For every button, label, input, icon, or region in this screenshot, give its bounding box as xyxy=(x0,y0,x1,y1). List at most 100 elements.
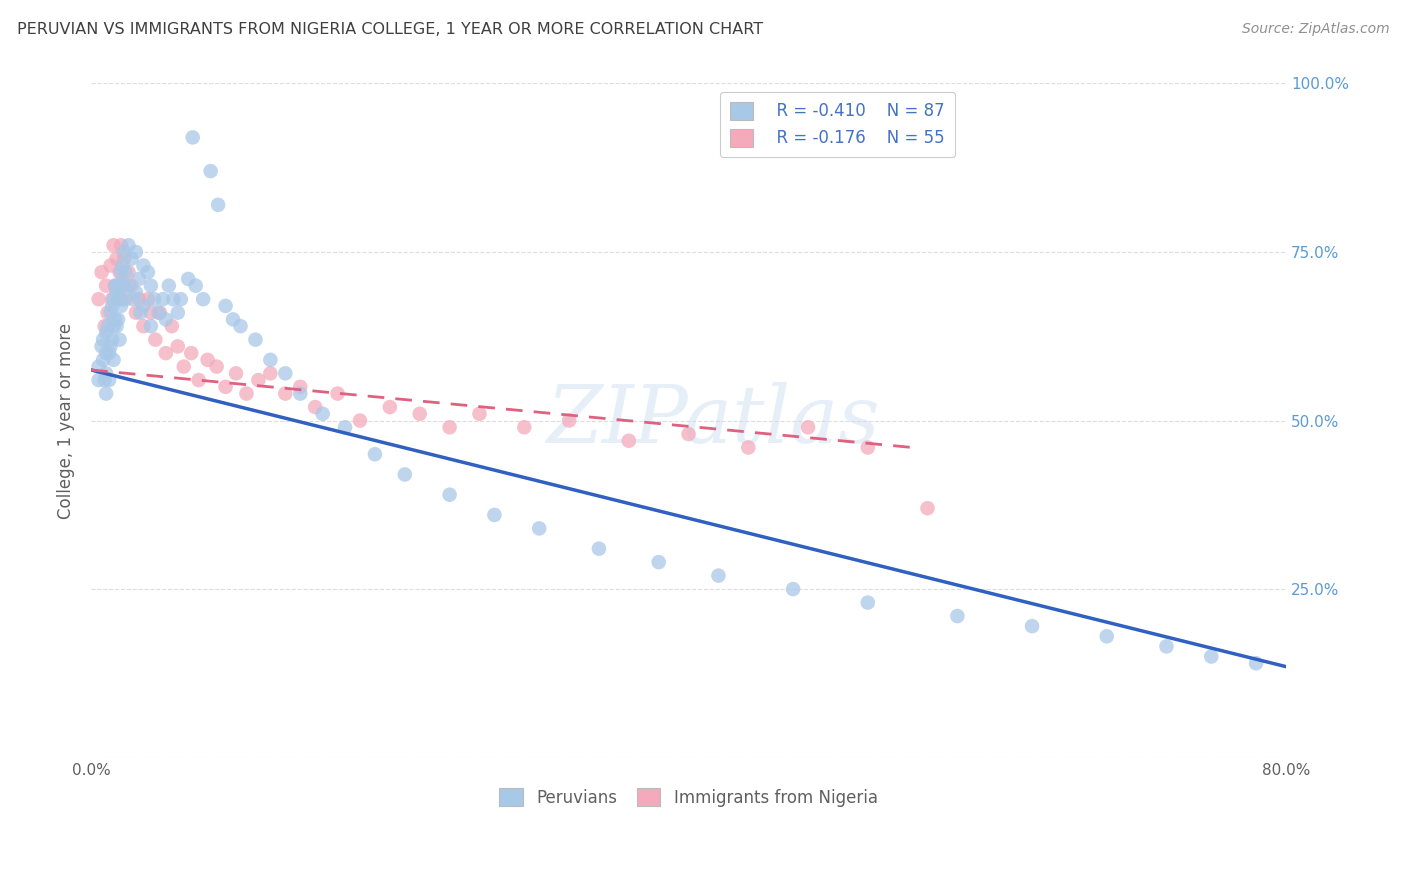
Point xyxy=(121,278,143,293)
Point xyxy=(111,278,134,293)
Point xyxy=(782,582,804,596)
Legend: Peruvians, Immigrants from Nigeria: Peruvians, Immigrants from Nigeria xyxy=(492,781,884,814)
Point xyxy=(468,407,491,421)
Point xyxy=(333,420,356,434)
Point xyxy=(139,278,162,293)
Point xyxy=(917,501,939,516)
Point xyxy=(364,447,387,461)
Point xyxy=(101,333,124,347)
Point xyxy=(245,333,267,347)
Point xyxy=(110,299,132,313)
Point xyxy=(162,292,184,306)
Point xyxy=(128,272,150,286)
Point xyxy=(90,265,112,279)
Point xyxy=(173,359,195,374)
Point xyxy=(103,238,125,252)
Point xyxy=(100,259,122,273)
Point xyxy=(229,319,252,334)
Point xyxy=(90,339,112,353)
Point xyxy=(1156,640,1178,654)
Point xyxy=(290,380,312,394)
Point xyxy=(104,278,127,293)
Point xyxy=(105,285,128,300)
Text: ZIPatlas: ZIPatlas xyxy=(546,382,879,459)
Point xyxy=(129,306,152,320)
Point xyxy=(247,373,270,387)
Point xyxy=(107,292,129,306)
Point xyxy=(97,319,120,334)
Point xyxy=(112,278,135,293)
Point xyxy=(187,373,209,387)
Point xyxy=(617,434,640,448)
Point xyxy=(128,292,150,306)
Point xyxy=(117,278,139,293)
Point xyxy=(205,359,228,374)
Point xyxy=(304,400,326,414)
Point xyxy=(125,285,148,300)
Point xyxy=(108,265,131,279)
Point xyxy=(103,319,125,334)
Point xyxy=(259,367,281,381)
Point xyxy=(108,292,131,306)
Point xyxy=(125,306,148,320)
Point xyxy=(157,278,180,293)
Point xyxy=(100,339,122,353)
Point xyxy=(214,380,236,394)
Point xyxy=(207,198,229,212)
Point xyxy=(145,333,167,347)
Point xyxy=(101,292,124,306)
Point xyxy=(136,265,159,279)
Point xyxy=(1021,619,1043,633)
Point xyxy=(856,596,879,610)
Point xyxy=(155,312,177,326)
Point xyxy=(98,373,121,387)
Point xyxy=(259,352,281,367)
Y-axis label: College, 1 year or more: College, 1 year or more xyxy=(58,323,75,518)
Point xyxy=(132,319,155,334)
Point xyxy=(104,278,127,293)
Point xyxy=(87,359,110,374)
Point xyxy=(148,306,170,320)
Point xyxy=(149,306,172,320)
Point xyxy=(152,292,174,306)
Point xyxy=(177,272,200,286)
Point xyxy=(946,609,969,624)
Point xyxy=(122,292,145,306)
Point xyxy=(290,386,312,401)
Point xyxy=(184,278,207,293)
Point xyxy=(647,555,669,569)
Point xyxy=(105,252,128,266)
Point xyxy=(105,319,128,334)
Point xyxy=(797,420,820,434)
Point xyxy=(274,386,297,401)
Point xyxy=(166,306,188,320)
Point xyxy=(225,367,247,381)
Point xyxy=(114,292,136,306)
Point xyxy=(558,413,581,427)
Point xyxy=(103,292,125,306)
Point xyxy=(94,367,117,381)
Point xyxy=(1095,629,1118,643)
Point xyxy=(132,299,155,313)
Point xyxy=(93,319,115,334)
Point xyxy=(121,252,143,266)
Point xyxy=(1201,649,1223,664)
Point xyxy=(235,386,257,401)
Point xyxy=(111,292,134,306)
Point xyxy=(1244,657,1267,671)
Point xyxy=(94,278,117,293)
Point xyxy=(117,265,139,279)
Point xyxy=(114,265,136,279)
Point xyxy=(117,238,139,252)
Point xyxy=(112,252,135,266)
Point xyxy=(439,420,461,434)
Point xyxy=(100,306,122,320)
Point xyxy=(311,407,333,421)
Point xyxy=(588,541,610,556)
Point xyxy=(101,299,124,313)
Point xyxy=(394,467,416,482)
Point xyxy=(409,407,432,421)
Point xyxy=(707,568,730,582)
Point xyxy=(326,386,349,401)
Point xyxy=(142,292,165,306)
